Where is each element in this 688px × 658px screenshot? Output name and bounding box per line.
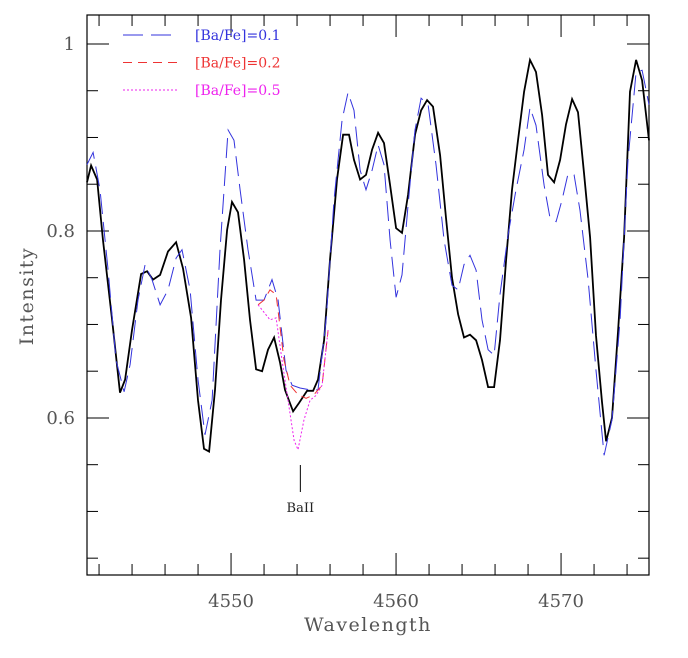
spectrum-line (257, 289, 329, 399)
plot-frame (86, 14, 650, 576)
legend-label: [Ba/Fe]=0.1 (195, 28, 281, 44)
legend-label: [Ba/Fe]=0.2 (195, 56, 281, 72)
x-tick-label: 4570 (538, 591, 584, 612)
x-axis-label: Wavelength (304, 614, 432, 636)
y-tick-label: 1 (64, 34, 75, 55)
y-tick-label: 0.8 (46, 221, 75, 242)
x-tick-label: 4550 (208, 591, 254, 612)
y-axis-label: Intensity (16, 247, 38, 346)
y-tick-label: 0.6 (46, 408, 75, 429)
annotation-label: BaII (287, 501, 315, 516)
spectrum-line (257, 304, 329, 452)
spectrum-line (86, 57, 650, 454)
x-tick-label: 4560 (373, 591, 419, 612)
legend-label: [Ba/Fe]=0.5 (195, 83, 281, 99)
